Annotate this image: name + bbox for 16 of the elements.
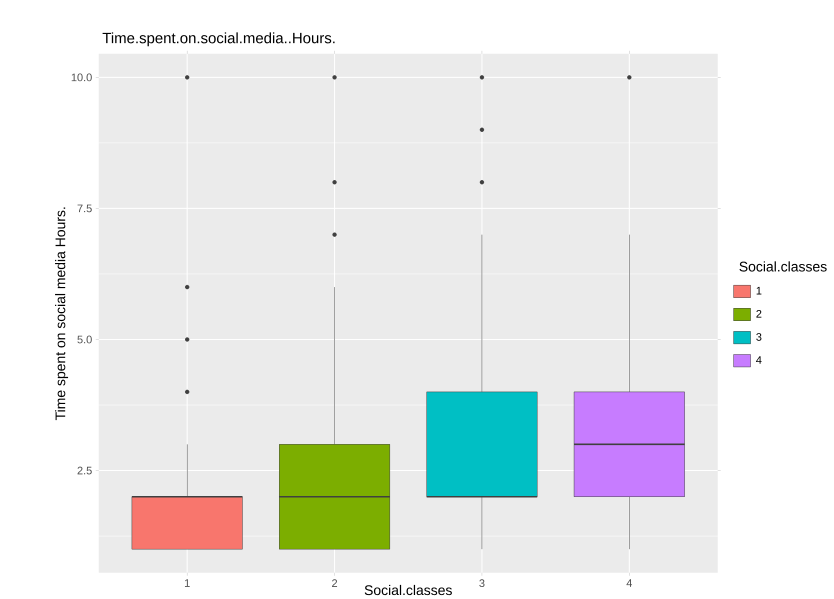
y-axis-title: Time spent on social media Hours.	[55, 207, 68, 420]
legend-label: 4	[756, 356, 762, 364]
legend-label: 2	[756, 310, 762, 318]
x-tick-label: 4	[626, 579, 632, 587]
y-tick-label: 2.5	[78, 466, 92, 474]
y-tick-label: 10.0	[72, 74, 92, 82]
x-axis-title: Social.classes	[364, 584, 452, 596]
legend-label: 3	[756, 333, 762, 341]
y-tick-label: 7.5	[78, 204, 92, 212]
legend-label: 1	[756, 286, 762, 294]
legend-title: Social.classes	[739, 261, 827, 272]
chart-title: Time.spent.on.social.media..Hours.	[102, 32, 335, 46]
x-tick-label: 3	[479, 579, 485, 588]
x-tick-label: 2	[332, 579, 338, 587]
y-tick-label: 5.0	[77, 336, 92, 344]
x-tick-label: 1	[184, 579, 190, 587]
